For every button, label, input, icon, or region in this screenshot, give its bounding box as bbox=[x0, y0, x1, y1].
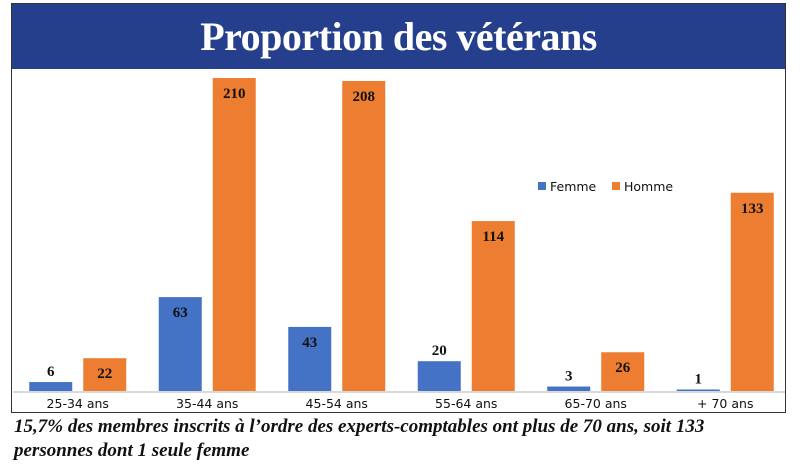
x-tick-labels-group: 25-34 ans 35-44 ans 45-54 ans 55-64 ans 65-7… bbox=[47, 396, 754, 411]
caption-line-1: 15,7% des membres inscrits à l’ordre des… bbox=[14, 416, 705, 437]
data-label-homme-4: 26 bbox=[615, 360, 631, 376]
chart-frame: Proportion des vétérans bbox=[11, 3, 786, 413]
data-labels-group: 6 22 63 210 43 208 20 114 3 26 1 133 bbox=[47, 86, 764, 388]
data-label-homme-1: 210 bbox=[223, 86, 246, 102]
x-tick-label: 35-44 ans bbox=[176, 396, 238, 411]
chart-title: Proportion des vétérans bbox=[12, 4, 785, 69]
bar-femme-0 bbox=[29, 382, 73, 391]
data-label-femme-4: 3 bbox=[565, 369, 573, 385]
x-tick-label: + 70 ans bbox=[697, 396, 753, 411]
x-tick-label: 45-54 ans bbox=[306, 396, 368, 411]
data-label-homme-2: 208 bbox=[353, 89, 376, 105]
legend: Femme Homme bbox=[538, 179, 673, 194]
caption: 15,7% des membres inscrits à l’ordre des… bbox=[14, 415, 794, 463]
data-label-femme-0: 6 bbox=[47, 364, 55, 380]
data-label-homme-3: 114 bbox=[482, 229, 504, 245]
data-label-homme-0: 22 bbox=[97, 366, 112, 382]
data-label-femme-5: 1 bbox=[695, 372, 703, 388]
bar-femme-1 bbox=[158, 297, 202, 391]
data-label-homme-5: 133 bbox=[741, 201, 764, 217]
x-tick-label: 65-70 ans bbox=[565, 396, 627, 411]
legend-label-femme: Femme bbox=[550, 179, 597, 194]
bar-homme-2 bbox=[342, 80, 386, 391]
bar-homme-5 bbox=[730, 192, 774, 391]
legend-swatch-femme bbox=[538, 182, 546, 190]
data-label-femme-2: 43 bbox=[302, 335, 317, 351]
bar-homme-0 bbox=[83, 358, 127, 391]
x-tick-label: 55-64 ans bbox=[435, 396, 497, 411]
bar-femme-4 bbox=[547, 386, 591, 391]
bar-homme-3 bbox=[471, 221, 515, 391]
bars-group bbox=[29, 78, 774, 391]
bar-chart: 6 22 63 210 43 208 20 114 3 26 1 133 25-34 ans 35-44… bbox=[13, 78, 785, 411]
legend-swatch-homme bbox=[612, 182, 620, 190]
bar-homme-4 bbox=[601, 352, 645, 391]
bar-femme-2 bbox=[288, 326, 332, 391]
legend-label-homme: Homme bbox=[624, 179, 673, 194]
bar-femme-5 bbox=[676, 389, 720, 391]
data-label-femme-1: 63 bbox=[173, 305, 188, 321]
x-tick-label: 25-34 ans bbox=[47, 396, 109, 411]
bar-femme-3 bbox=[417, 361, 461, 391]
data-label-femme-3: 20 bbox=[432, 343, 447, 359]
caption-line-2: personnes dont 1 seule femme bbox=[14, 440, 250, 461]
bar-homme-1 bbox=[212, 78, 256, 391]
